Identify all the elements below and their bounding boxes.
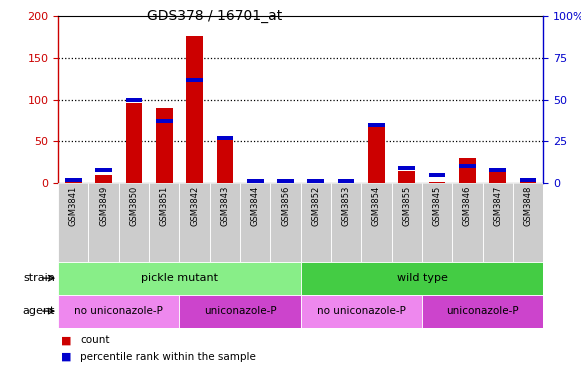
Bar	[149, 183, 180, 262]
Bar	[217, 140, 233, 183]
Bar	[361, 183, 392, 262]
Bar	[247, 179, 264, 183]
Text: percentile rank within the sample: percentile rank within the sample	[80, 352, 256, 362]
Bar	[429, 173, 446, 177]
Bar	[483, 183, 513, 262]
Text: GSM3851: GSM3851	[160, 185, 168, 225]
Bar	[368, 123, 385, 127]
Bar	[520, 182, 536, 183]
Bar	[180, 295, 301, 328]
Bar	[331, 183, 361, 262]
Bar	[459, 164, 476, 168]
Bar	[338, 179, 354, 183]
Bar	[270, 183, 301, 262]
Text: uniconazole-P: uniconazole-P	[446, 306, 519, 316]
Bar	[95, 168, 112, 172]
Bar	[452, 183, 483, 262]
Text: GSM3856: GSM3856	[281, 185, 290, 226]
Bar	[422, 295, 543, 328]
Bar	[422, 183, 452, 262]
Text: GSM3843: GSM3843	[220, 185, 229, 226]
Text: wild type: wild type	[396, 273, 447, 283]
Text: strain: strain	[23, 273, 55, 283]
Text: ■: ■	[61, 352, 71, 362]
Bar	[58, 295, 180, 328]
Bar	[368, 127, 385, 183]
Bar	[247, 182, 264, 183]
Bar	[210, 183, 240, 262]
Text: GSM3855: GSM3855	[402, 185, 411, 225]
Bar	[277, 182, 294, 183]
Bar	[277, 179, 294, 183]
Bar	[301, 295, 422, 328]
Bar	[307, 182, 324, 183]
Text: count: count	[80, 335, 110, 346]
Bar	[65, 178, 81, 182]
Bar	[520, 178, 536, 182]
Text: GSM3852: GSM3852	[311, 185, 320, 225]
Text: GSM3854: GSM3854	[372, 185, 381, 225]
Text: GSM3845: GSM3845	[433, 185, 442, 225]
Bar	[459, 158, 476, 183]
Bar	[429, 182, 446, 183]
Bar	[489, 168, 506, 172]
Text: GSM3844: GSM3844	[250, 185, 260, 225]
Bar	[58, 183, 88, 262]
Bar	[307, 179, 324, 183]
Text: no uniconazole-P: no uniconazole-P	[74, 306, 163, 316]
Bar	[392, 183, 422, 262]
Bar	[119, 183, 149, 262]
Text: GDS378 / 16701_at: GDS378 / 16701_at	[148, 9, 282, 23]
Bar	[217, 136, 233, 140]
Text: agent: agent	[23, 306, 55, 316]
Text: GSM3842: GSM3842	[190, 185, 199, 225]
Text: GSM3841: GSM3841	[69, 185, 78, 225]
Text: ■: ■	[61, 335, 71, 346]
Bar	[399, 166, 415, 170]
Bar	[186, 37, 203, 183]
Bar	[125, 98, 142, 102]
Bar	[513, 183, 543, 262]
Text: GSM3850: GSM3850	[130, 185, 138, 225]
Bar	[240, 183, 270, 262]
Text: GSM3853: GSM3853	[342, 185, 351, 226]
Text: GSM3847: GSM3847	[493, 185, 502, 226]
Text: pickle mutant: pickle mutant	[141, 273, 218, 283]
Bar	[301, 183, 331, 262]
Bar	[58, 262, 301, 295]
Bar	[156, 108, 173, 183]
Bar	[180, 183, 210, 262]
Text: GSM3846: GSM3846	[463, 185, 472, 226]
Bar	[156, 119, 173, 123]
Text: GSM3849: GSM3849	[99, 185, 108, 225]
Text: GSM3848: GSM3848	[523, 185, 533, 226]
Bar	[125, 103, 142, 183]
Text: uniconazole-P: uniconazole-P	[204, 306, 277, 316]
Text: no uniconazole-P: no uniconazole-P	[317, 306, 406, 316]
Bar	[301, 262, 543, 295]
Bar	[399, 171, 415, 183]
Bar	[489, 168, 506, 183]
Bar	[95, 175, 112, 183]
Bar	[338, 182, 354, 183]
Bar	[88, 183, 119, 262]
Bar	[65, 182, 81, 183]
Bar	[186, 78, 203, 82]
